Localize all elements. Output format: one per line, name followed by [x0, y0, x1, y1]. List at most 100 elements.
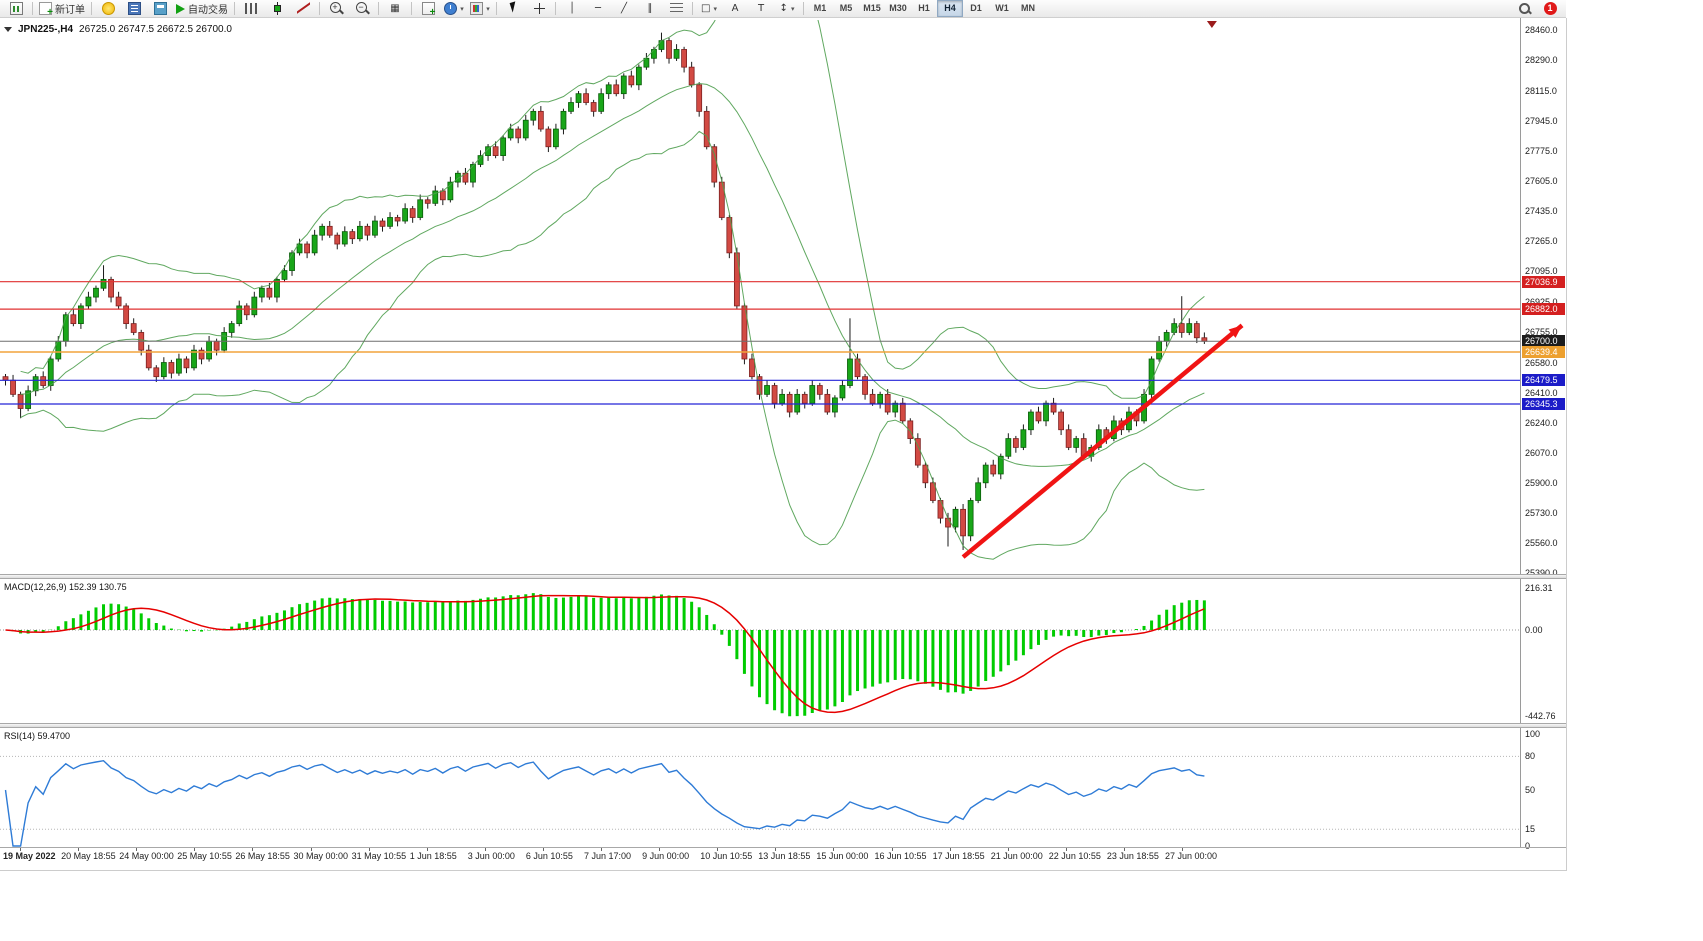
- candle: [1005, 438, 1012, 457]
- rsi-axis-label: 80: [1525, 751, 1536, 762]
- candle: [696, 84, 703, 112]
- time-axis-label: 9 Jun 00:00: [642, 851, 690, 861]
- candle: [522, 119, 529, 139]
- candle: [967, 500, 974, 537]
- panel-splitter[interactable]: [0, 574, 1566, 579]
- search-icon[interactable]: [1511, 0, 1537, 18]
- alerts-icon[interactable]: [95, 0, 121, 18]
- line-chart-icon: [297, 2, 310, 15]
- chart-window[interactable]: JPN225-,H4 26725.0 26747.5 26672.5 26700…: [0, 18, 1567, 871]
- candle: [537, 110, 544, 130]
- candle: [756, 376, 763, 395]
- text-button[interactable]: A: [722, 0, 748, 18]
- market-watch-icon-icon: [127, 2, 141, 15]
- time-axis-label: 19 May 2022: [3, 851, 56, 861]
- candle: [228, 323, 235, 333]
- price-axis-label: 27775.0: [1525, 146, 1558, 157]
- bollinger-lower-band: [20, 130, 1205, 560]
- candle: [266, 287, 273, 298]
- panel-splitter[interactable]: [0, 723, 1566, 728]
- candle: [960, 508, 966, 537]
- candle: [816, 385, 823, 395]
- timeframe-button-m30[interactable]: M30: [889, 3, 907, 13]
- timeframe-button-m5[interactable]: M5: [839, 3, 853, 13]
- timeframe-button-h1[interactable]: H1: [918, 3, 930, 13]
- symbol-timeframe-label: JPN225-,H4: [18, 24, 74, 35]
- candle: [432, 190, 439, 204]
- candle: [326, 225, 333, 236]
- horizontal-line-button[interactable]: ─: [585, 0, 611, 18]
- candle: [1073, 438, 1080, 448]
- zoom-in-icon: [329, 2, 343, 15]
- time-axis-label: 22 Jun 10:55: [1048, 851, 1101, 861]
- time-axis-tick: [1182, 847, 1183, 851]
- candle: [243, 305, 250, 316]
- time-axis-tick: [194, 847, 196, 851]
- text-label-icon: T: [757, 2, 765, 14]
- badge-count: 1: [1543, 2, 1557, 15]
- main-chart-layer[interactable]: [0, 18, 1520, 560]
- tile-windows-button[interactable]: ▦: [382, 0, 408, 18]
- zoom-in-button[interactable]: [323, 0, 349, 18]
- arrows-button[interactable]: ↕ ▾: [774, 0, 800, 18]
- text-label-button[interactable]: T: [748, 0, 774, 18]
- crosshair-button[interactable]: [526, 0, 552, 18]
- macd-panel[interactable]: [0, 593, 1520, 717]
- chart-window-icon[interactable]: [3, 0, 29, 18]
- chevron-down-icon: ▾: [460, 5, 464, 13]
- chart-menu-icon[interactable]: [4, 27, 12, 32]
- indicators-button[interactable]: [415, 0, 441, 18]
- candle: [470, 164, 476, 183]
- candlesticks[interactable]: [2, 32, 1208, 551]
- bar-chart-button[interactable]: [238, 0, 264, 18]
- time-axis-tick: [78, 847, 80, 851]
- cursor-button[interactable]: [500, 0, 526, 18]
- candle: [703, 110, 710, 148]
- timeframe-button-w1[interactable]: W1: [995, 3, 1009, 13]
- periods-icon: [444, 2, 458, 15]
- channel-button[interactable]: ∥: [637, 0, 663, 18]
- timeframe-button-m15[interactable]: M15: [863, 3, 881, 13]
- candle: [1148, 358, 1155, 395]
- candle: [17, 393, 24, 409]
- support-line-2-tag: 26345.3: [1522, 398, 1565, 410]
- price-axis-label: 28115.0: [1525, 86, 1557, 97]
- candle: [862, 376, 868, 395]
- candle: [274, 278, 280, 298]
- zoom-out-button[interactable]: [349, 0, 375, 18]
- notification-badge[interactable]: 1: [1537, 0, 1563, 18]
- new-order-button[interactable]: 新订单: [36, 0, 88, 18]
- timeframe-button-mn[interactable]: MN: [1021, 3, 1035, 13]
- candlestick-chart-button[interactable]: [264, 0, 290, 18]
- candle: [809, 385, 816, 404]
- time-axis-tick: [717, 847, 719, 851]
- time-axis-tick: [426, 847, 428, 851]
- price-axis-label: 26925.0: [1525, 296, 1558, 307]
- fibonacci-button[interactable]: [663, 0, 689, 18]
- timeframe-button-m1[interactable]: M1: [813, 3, 827, 13]
- shapes-button[interactable]: □ ▾: [696, 0, 722, 18]
- candle: [417, 199, 424, 218]
- trend-arrow[interactable]: [961, 323, 1244, 559]
- timeframe-button-h4[interactable]: H4: [937, 0, 963, 17]
- data-window-icon[interactable]: [147, 0, 173, 18]
- periods-button[interactable]: ▾: [441, 0, 467, 18]
- line-chart-button[interactable]: [290, 0, 316, 18]
- rsi-panel[interactable]: [0, 755, 1520, 847]
- trendline-button[interactable]: ╱: [611, 0, 637, 18]
- candle: [206, 340, 212, 360]
- candle: [507, 128, 514, 139]
- candle: [605, 84, 612, 95]
- candle: [492, 146, 499, 156]
- templates-button[interactable]: ▾: [467, 0, 493, 18]
- time-axis-tick: [136, 847, 138, 851]
- macd-axis-label: 216.31: [1525, 583, 1553, 593]
- autotrading-button[interactable]: 自动交易: [173, 0, 231, 18]
- candle: [93, 287, 99, 298]
- vertical-line-button[interactable]: │: [559, 0, 585, 18]
- chart-canvas[interactable]: [0, 18, 1566, 870]
- market-watch-icon[interactable]: [121, 0, 147, 18]
- candle: [447, 181, 454, 201]
- candle: [364, 225, 371, 236]
- timeframe-button-d1[interactable]: D1: [970, 3, 982, 13]
